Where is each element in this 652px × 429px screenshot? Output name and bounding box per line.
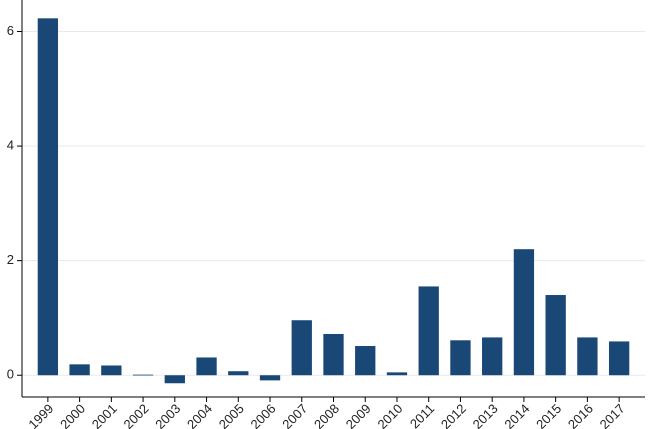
x-tick-label: 2013 [470, 401, 501, 429]
bar [164, 375, 185, 384]
bar [418, 286, 439, 376]
bar [482, 337, 503, 376]
bar [37, 18, 59, 376]
bar [291, 320, 312, 376]
x-tick-label: 2006 [248, 401, 279, 429]
x-tick-label: 2002 [121, 401, 152, 429]
bar [132, 374, 154, 376]
bar [545, 295, 566, 376]
bar [228, 371, 249, 376]
bar [196, 357, 217, 376]
bar [608, 341, 630, 376]
x-tick-label: 2008 [311, 401, 342, 429]
bar [101, 365, 122, 376]
x-tick-label: 2004 [184, 401, 215, 429]
x-tick-label: 2014 [501, 401, 532, 429]
bar [355, 346, 376, 376]
bar [259, 375, 281, 381]
y-tick-label: 6 [7, 23, 14, 38]
x-tick-label: 2017 [597, 401, 628, 429]
x-tick-label: 2010 [374, 401, 405, 429]
y-tick-label: 2 [7, 252, 14, 267]
x-tick-label: 2001 [89, 401, 120, 429]
bar [450, 340, 471, 376]
x-tick-label: 2015 [533, 401, 564, 429]
y-tick-label: 0 [7, 367, 14, 382]
x-tick-label: 2016 [565, 401, 596, 429]
x-tick-label: 2003 [152, 401, 183, 429]
bar [513, 249, 535, 376]
bar [323, 333, 344, 376]
y-tick-label: 4 [7, 138, 14, 153]
x-tick-label: 2005 [216, 401, 247, 429]
bar [69, 364, 90, 376]
x-tick-label: 2009 [343, 401, 374, 429]
x-tick-label: 2011 [407, 401, 437, 429]
x-tick-label: 2007 [279, 401, 310, 429]
x-tick-label: 2000 [57, 401, 88, 429]
bar [386, 372, 408, 376]
bar [577, 337, 598, 376]
x-tick-label: 1999 [25, 401, 56, 429]
x-tick-label: 2012 [438, 401, 469, 429]
